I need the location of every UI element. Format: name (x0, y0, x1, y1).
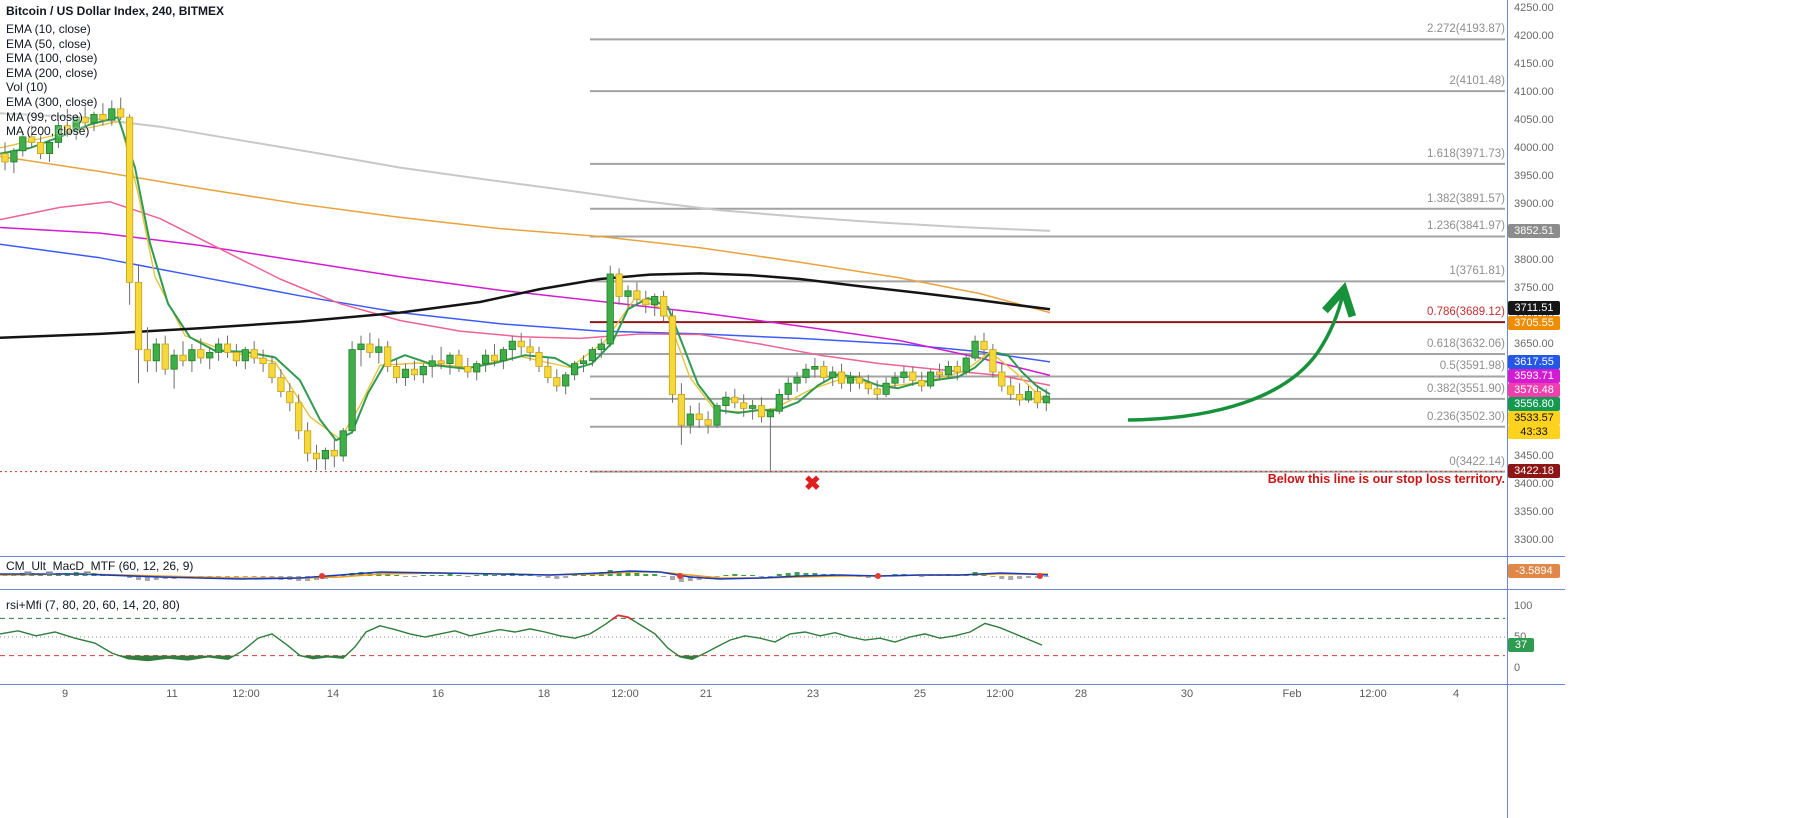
time-axis-label: 28 (1074, 688, 1088, 700)
time-axis-label: 9 (61, 688, 69, 700)
fib-label: 0.618(3632.06) (1426, 338, 1505, 351)
price-axis-label: 4250.00 (1514, 2, 1554, 14)
fib-label: 0.382(3551.90) (1426, 382, 1505, 395)
legend-item[interactable]: EMA (300, close) (6, 94, 98, 109)
legend-item[interactable]: EMA (100, close) (6, 51, 98, 66)
price-axis-label: 4000.00 (1514, 142, 1554, 154)
price-axis-label: 3750.00 (1514, 282, 1554, 294)
legend-item[interactable]: MA (99, close) (6, 109, 83, 124)
time-axis-label: 21 (699, 688, 713, 700)
price-axis-label: 3800.00 (1514, 254, 1554, 266)
legend-item[interactable]: EMA (200, close) (6, 65, 98, 80)
overlay-ema-100 (0, 243, 1051, 363)
time-axis-label: 12:00 (611, 688, 639, 700)
price-badge: 3593.71 (1508, 369, 1560, 383)
price-axis-label: 3650.00 (1514, 338, 1554, 350)
overlay-ma-99 (0, 272, 1051, 340)
candles (1, 97, 1050, 471)
legend-item[interactable]: EMA (50, close) (6, 36, 91, 51)
price-axis-label: 3450.00 (1514, 450, 1554, 462)
overlay-ema-200 (0, 226, 1051, 377)
price-badge: 3422.18 (1508, 464, 1560, 478)
price-badge: 3705.55 (1508, 316, 1560, 330)
price-badge: 3556.80 (1508, 397, 1560, 411)
legend-item[interactable]: EMA (10, close) (6, 22, 91, 36)
fib-label: 2(4101.48) (1449, 75, 1505, 88)
fib-label: 1.618(3971.73) (1426, 147, 1505, 160)
macd-value-badge: -3.5894 (1508, 564, 1560, 578)
rsi-plot (0, 614, 1505, 662)
price-badge: 3576.48 (1508, 383, 1560, 397)
price-axis-label: 4100.00 (1514, 86, 1554, 98)
x-mark-annotation: ✖ (804, 473, 821, 495)
overlay-ema-50 (0, 201, 1051, 387)
up-arrow-drawing[interactable] (1127, 281, 1357, 422)
price-axis-label: 3900.00 (1514, 198, 1554, 210)
fib-label: 1.382(3891.57) (1426, 192, 1505, 205)
panel-separators (0, 0, 1565, 818)
price-axis-label: 3950.00 (1514, 170, 1554, 182)
time-axis-label: 25 (913, 688, 927, 700)
price-badge: 43:33 (1508, 425, 1560, 439)
legend-item[interactable]: MA (200, close) (6, 124, 90, 139)
price-axis-label: 3350.00 (1514, 506, 1554, 518)
time-axis-label: 14 (326, 688, 340, 700)
time-axis-label: 23 (806, 688, 820, 700)
time-axis-label: 4 (1452, 688, 1460, 700)
overlay-fast-green (0, 116, 1051, 442)
stop-loss-annotation: Below this line is our stop loss territo… (1267, 472, 1505, 486)
symbol-title[interactable]: Bitcoin / US Dollar Index, 240, BITMEX (6, 4, 225, 18)
fib-label: 1(3761.81) (1449, 265, 1505, 278)
price-badge: 3617.55 (1508, 355, 1560, 369)
overlay-ema-10 (0, 120, 1051, 440)
ma-overlays (0, 112, 1051, 442)
time-axis-label: 12:00 (1359, 688, 1387, 700)
time-axis-label: 30 (1180, 688, 1194, 700)
legend-items: EMA (10, close) EMA (50, close) EMA (100, … (6, 22, 224, 139)
price-axis-label: 3300.00 (1514, 534, 1554, 546)
chart-legend: Bitcoin / US Dollar Index, 240, BITMEX E… (6, 4, 224, 139)
fib-label: 0.236(3502.30) (1426, 410, 1505, 423)
price-axis-label: 4050.00 (1514, 114, 1554, 126)
price-badge: 3711.51 (1508, 301, 1560, 315)
rsi-value-badge: 37 (1508, 638, 1534, 652)
price-axis-label: 4200.00 (1514, 30, 1554, 42)
time-axis-label: 12:00 (232, 688, 260, 700)
time-axis-label: 18 (537, 688, 551, 700)
time-axis-label: 16 (431, 688, 445, 700)
overlay-ema-300 (0, 155, 1051, 314)
fib-label: 2.272(4193.87) (1426, 23, 1505, 36)
fib-label: 0(3422.14) (1449, 455, 1505, 468)
price-axis-label: 4150.00 (1514, 58, 1554, 70)
fib-label: 0.786(3689.12) (1426, 306, 1505, 319)
time-axis-label: 12:00 (986, 688, 1014, 700)
rsi-indicator-label[interactable]: rsi+Mfi (7, 80, 20, 60, 14, 20, 80) (6, 598, 180, 612)
rsi-axis-label: 100 (1514, 600, 1533, 612)
time-axis-label: 11 (166, 688, 178, 700)
price-badge: 3852.51 (1508, 224, 1560, 238)
overlay-ma-200 (0, 112, 1051, 232)
macd-indicator-label[interactable]: CM_Ult_MacD_MTF (60, 12, 26, 9) (6, 559, 194, 573)
time-axis-label: Feb (1282, 688, 1302, 700)
fib-label: 1.236(3841.97) (1426, 220, 1505, 233)
legend-item[interactable]: Vol (10) (6, 80, 48, 95)
rsi-axis-label: 0 (1514, 662, 1521, 674)
fib-lines[interactable] (590, 38, 1505, 473)
price-axis-label: 3400.00 (1514, 478, 1554, 490)
fib-label: 0.5(3591.98) (1439, 360, 1505, 373)
price-badge: 3533.57 (1508, 411, 1560, 425)
macd-plot (0, 570, 1049, 582)
